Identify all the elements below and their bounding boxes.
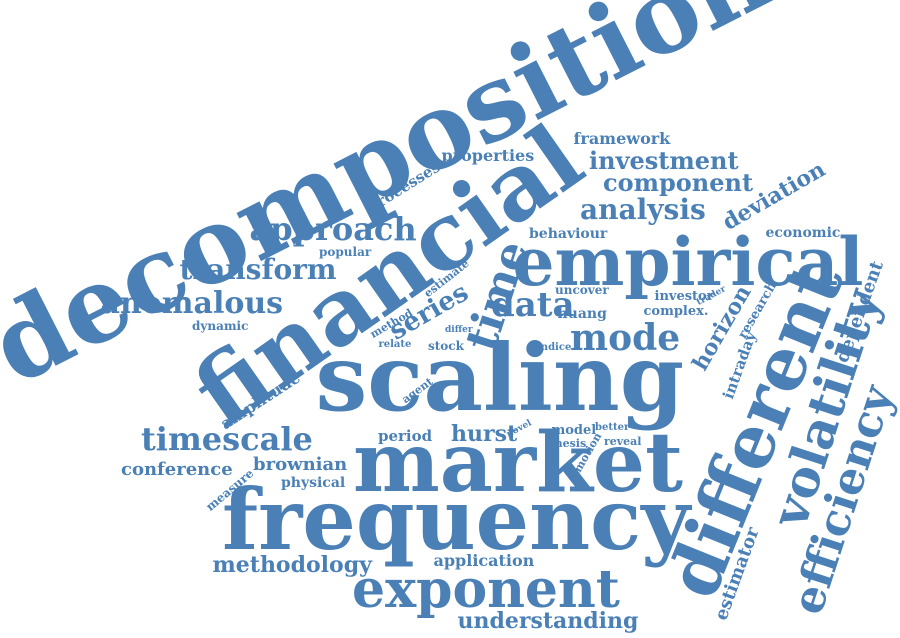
word-reveal: reveal <box>604 434 642 448</box>
word-scaling: scaling <box>315 324 685 432</box>
word-hurst: hurst <box>451 421 518 447</box>
word-methodology: methodology <box>212 552 372 578</box>
word-complex: complex. <box>643 303 709 319</box>
word-framework: framework <box>573 129 671 148</box>
word-stock: stock <box>428 339 464 353</box>
word-data: data <box>491 285 575 325</box>
word-behaviour: behaviour <box>529 226 608 242</box>
word-popular: popular <box>319 245 372 259</box>
word-timescale: timescale <box>141 420 313 458</box>
word-physical: physical <box>281 475 346 491</box>
word-better: better <box>595 422 630 433</box>
word-exponent: exponent <box>352 559 620 620</box>
word-uncover: uncover <box>555 283 609 297</box>
word-investment: investment <box>589 146 739 175</box>
word-empirical: empirical <box>512 223 864 301</box>
word-understanding: understanding <box>457 608 639 634</box>
word-approach: approach <box>249 210 417 248</box>
word-indice: indice <box>537 342 572 353</box>
word-anomalous: anomalous <box>100 286 284 321</box>
word-model: model <box>551 422 597 438</box>
word-transform: transform <box>179 253 337 286</box>
word-period: period <box>378 426 433 445</box>
word-economic: economic <box>765 225 841 241</box>
word-component: component <box>603 168 754 197</box>
word-huang: huang <box>557 306 607 322</box>
word-dynamic: dynamic <box>192 319 249 333</box>
word-market: market <box>353 415 683 511</box>
word-frequency: frequency <box>222 470 691 569</box>
word-mode: mode <box>570 317 681 359</box>
word-analysis: analysis <box>580 193 706 226</box>
word-brownian: brownian <box>253 454 348 475</box>
word-application: application <box>433 551 535 570</box>
word-investor: investor <box>654 288 714 304</box>
word-conference: conference <box>121 459 233 480</box>
word-properties: properties <box>441 146 535 165</box>
word-thesis: thesis <box>549 436 587 450</box>
word-differ: differ <box>445 324 473 335</box>
word-relate: relate <box>378 339 412 350</box>
